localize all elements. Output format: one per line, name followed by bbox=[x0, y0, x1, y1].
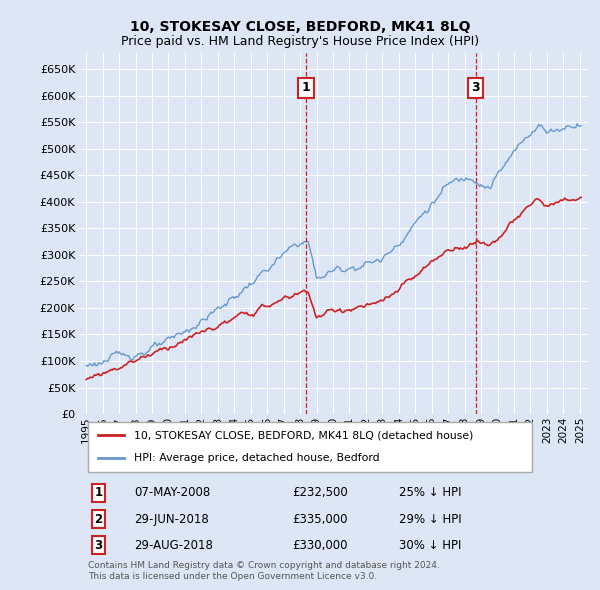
FancyBboxPatch shape bbox=[88, 422, 532, 471]
Text: £330,000: £330,000 bbox=[292, 539, 348, 552]
Text: Price paid vs. HM Land Registry's House Price Index (HPI): Price paid vs. HM Land Registry's House … bbox=[121, 35, 479, 48]
Text: £335,000: £335,000 bbox=[292, 513, 348, 526]
Text: 29-JUN-2018: 29-JUN-2018 bbox=[134, 513, 209, 526]
Text: 1: 1 bbox=[94, 486, 103, 499]
Text: 30% ↓ HPI: 30% ↓ HPI bbox=[400, 539, 461, 552]
Text: 10, STOKESAY CLOSE, BEDFORD, MK41 8LQ: 10, STOKESAY CLOSE, BEDFORD, MK41 8LQ bbox=[130, 19, 470, 34]
Text: This data is licensed under the Open Government Licence v3.0.: This data is licensed under the Open Gov… bbox=[88, 572, 377, 581]
Text: 29% ↓ HPI: 29% ↓ HPI bbox=[400, 513, 462, 526]
Text: HPI: Average price, detached house, Bedford: HPI: Average price, detached house, Bedf… bbox=[134, 453, 380, 463]
Text: 25% ↓ HPI: 25% ↓ HPI bbox=[400, 486, 462, 499]
Text: 2: 2 bbox=[94, 513, 103, 526]
Text: 3: 3 bbox=[472, 81, 480, 94]
Text: 07-MAY-2008: 07-MAY-2008 bbox=[134, 486, 211, 499]
Text: 3: 3 bbox=[94, 539, 103, 552]
Text: Contains HM Land Registry data © Crown copyright and database right 2024.: Contains HM Land Registry data © Crown c… bbox=[88, 560, 440, 569]
Text: £232,500: £232,500 bbox=[292, 486, 348, 499]
Text: 10, STOKESAY CLOSE, BEDFORD, MK41 8LQ (detached house): 10, STOKESAY CLOSE, BEDFORD, MK41 8LQ (d… bbox=[134, 431, 473, 441]
Text: 29-AUG-2018: 29-AUG-2018 bbox=[134, 539, 213, 552]
Text: 1: 1 bbox=[301, 81, 310, 94]
